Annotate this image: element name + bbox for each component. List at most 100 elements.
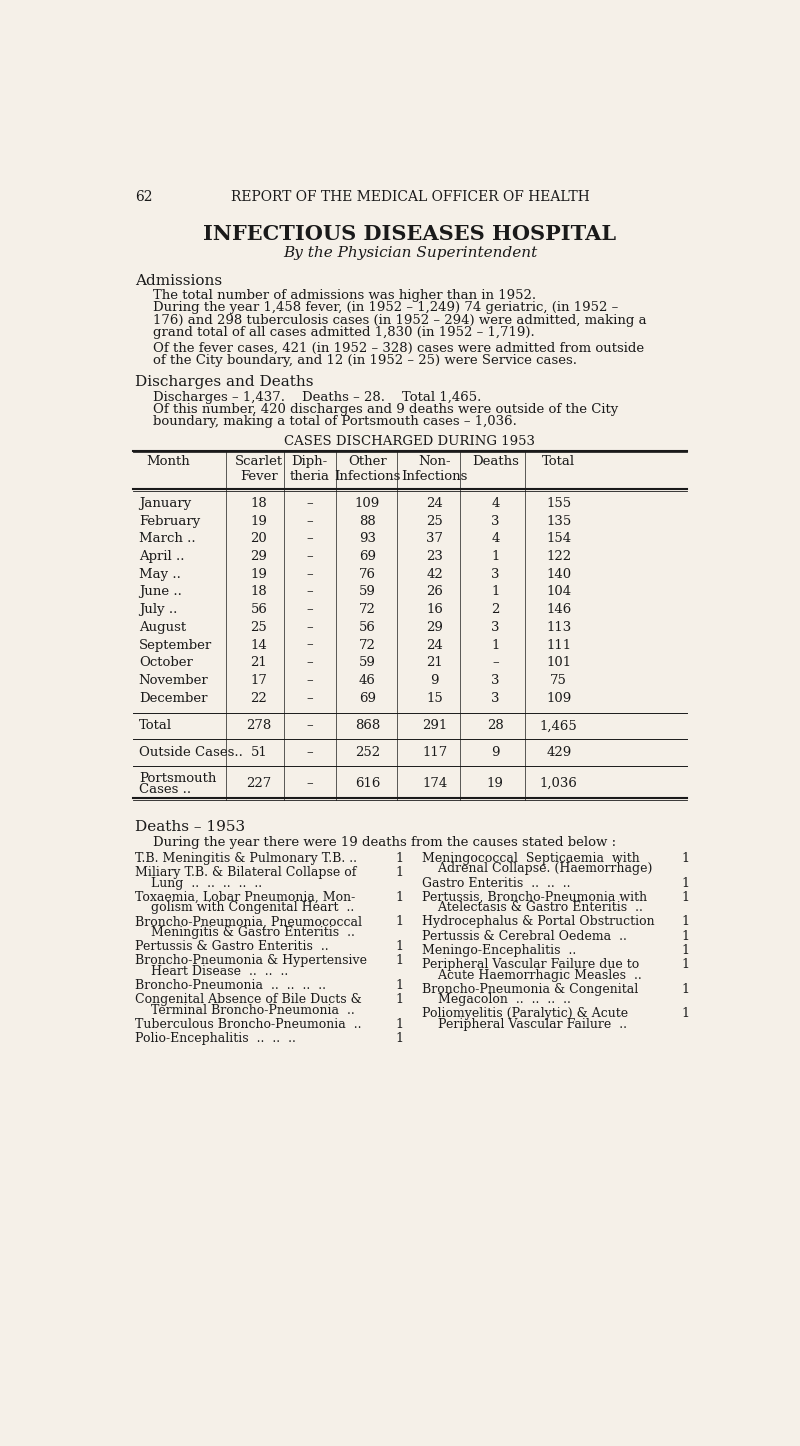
- Text: 21: 21: [250, 656, 267, 669]
- Text: By the Physician Superintendent: By the Physician Superintendent: [283, 246, 537, 260]
- Text: 113: 113: [546, 620, 571, 633]
- Text: Megacolon  ..  ..  ..  ..: Megacolon .. .. .. ..: [422, 993, 570, 1006]
- Text: –: –: [306, 568, 313, 581]
- Text: 3: 3: [491, 620, 499, 633]
- Text: 4: 4: [491, 497, 499, 510]
- Text: 3: 3: [491, 674, 499, 687]
- Text: 1: 1: [681, 930, 689, 943]
- Text: golism with Congenital Heart  ..: golism with Congenital Heart ..: [135, 901, 354, 914]
- Text: 1: 1: [681, 1008, 689, 1021]
- Text: Meningo-Encephalitis  ..: Meningo-Encephalitis ..: [422, 944, 576, 957]
- Text: August: August: [138, 620, 186, 633]
- Text: 1: 1: [681, 959, 689, 972]
- Text: –: –: [306, 497, 313, 510]
- Text: 616: 616: [354, 777, 380, 790]
- Text: Deaths – 1953: Deaths – 1953: [135, 820, 245, 833]
- Text: 1: 1: [681, 983, 689, 996]
- Text: 1: 1: [491, 549, 499, 562]
- Text: 24: 24: [426, 497, 443, 510]
- Text: Congenital Absence of Bile Ducts &: Congenital Absence of Bile Ducts &: [135, 993, 362, 1006]
- Text: May ..: May ..: [138, 568, 181, 581]
- Text: –: –: [306, 586, 313, 599]
- Text: Diph-
theria: Diph- theria: [290, 455, 330, 483]
- Text: Pertussis, Broncho-Pneumonia with: Pertussis, Broncho-Pneumonia with: [422, 891, 646, 904]
- Text: –: –: [306, 720, 313, 733]
- Text: 59: 59: [359, 586, 376, 599]
- Text: 252: 252: [355, 746, 380, 759]
- Text: 51: 51: [250, 746, 267, 759]
- Text: June ..: June ..: [138, 586, 182, 599]
- Text: Peripheral Vascular Failure  ..: Peripheral Vascular Failure ..: [422, 1018, 626, 1031]
- Text: –: –: [306, 777, 313, 790]
- Text: 868: 868: [354, 720, 380, 733]
- Text: Cases ..: Cases ..: [138, 782, 191, 795]
- Text: 46: 46: [359, 674, 376, 687]
- Text: February: February: [138, 515, 200, 528]
- Text: 1: 1: [396, 993, 404, 1006]
- Text: 1: 1: [396, 954, 404, 967]
- Text: Scarlet
Fever: Scarlet Fever: [235, 455, 283, 483]
- Text: –: –: [492, 656, 498, 669]
- Text: T.B. Meningitis & Pulmonary T.B. ..: T.B. Meningitis & Pulmonary T.B. ..: [135, 852, 357, 865]
- Text: 140: 140: [546, 568, 571, 581]
- Text: 1: 1: [396, 866, 404, 879]
- Text: 19: 19: [250, 515, 267, 528]
- Text: October: October: [138, 656, 193, 669]
- Text: 1,036: 1,036: [540, 777, 578, 790]
- Text: 29: 29: [250, 549, 267, 562]
- Text: 278: 278: [246, 720, 271, 733]
- Text: 1: 1: [396, 979, 404, 992]
- Text: Peripheral Vascular Failure due to: Peripheral Vascular Failure due to: [422, 959, 639, 972]
- Text: –: –: [306, 603, 313, 616]
- Text: 1: 1: [396, 852, 404, 865]
- Text: Polio-Encephalitis  ..  ..  ..: Polio-Encephalitis .. .. ..: [135, 1032, 296, 1045]
- Text: 111: 111: [546, 639, 571, 652]
- Text: 1: 1: [396, 940, 404, 953]
- Text: –: –: [306, 691, 313, 704]
- Text: During the year 1,458 fever, (in 1952 – 1,249) 74 geriatric, (in 1952 –: During the year 1,458 fever, (in 1952 – …: [153, 301, 618, 314]
- Text: –: –: [306, 674, 313, 687]
- Text: Meningitis & Gastro Enteritis  ..: Meningitis & Gastro Enteritis ..: [135, 925, 354, 938]
- Text: September: September: [138, 639, 212, 652]
- Text: 104: 104: [546, 586, 571, 599]
- Text: CASES DISCHARGED DURING 1953: CASES DISCHARGED DURING 1953: [285, 435, 535, 448]
- Text: 19: 19: [487, 777, 504, 790]
- Text: 42: 42: [426, 568, 443, 581]
- Text: Broncho-Pneumonia, Pneumococcal: Broncho-Pneumonia, Pneumococcal: [135, 915, 362, 928]
- Text: –: –: [306, 532, 313, 545]
- Text: 62: 62: [135, 191, 152, 204]
- Text: 22: 22: [250, 691, 267, 704]
- Text: 1: 1: [396, 891, 404, 904]
- Text: Heart Disease  ..  ..  ..: Heart Disease .. .. ..: [135, 964, 288, 977]
- Text: December: December: [138, 691, 207, 704]
- Text: 4: 4: [491, 532, 499, 545]
- Text: 227: 227: [246, 777, 271, 790]
- Text: During the year there were 19 deaths from the causes stated below :: During the year there were 19 deaths fro…: [153, 836, 616, 849]
- Text: 18: 18: [250, 497, 267, 510]
- Text: 9: 9: [491, 746, 499, 759]
- Text: 1: 1: [681, 944, 689, 957]
- Text: 1: 1: [396, 915, 404, 928]
- Text: Meningococcal  Septicaemia  with: Meningococcal Septicaemia with: [422, 852, 639, 865]
- Text: –: –: [306, 549, 313, 562]
- Text: Total: Total: [138, 720, 172, 733]
- Text: 17: 17: [250, 674, 267, 687]
- Text: The total number of admissions was higher than in 1952.: The total number of admissions was highe…: [153, 289, 536, 302]
- Text: Poliomyelitis (Paralytic) & Acute: Poliomyelitis (Paralytic) & Acute: [422, 1008, 628, 1021]
- Text: Broncho-Pneumonia & Congenital: Broncho-Pneumonia & Congenital: [422, 983, 638, 996]
- Text: Portsmouth: Portsmouth: [138, 772, 216, 785]
- Text: Of this number, 420 discharges and 9 deaths were outside of the City: Of this number, 420 discharges and 9 dea…: [153, 403, 618, 416]
- Text: Hydrocephalus & Portal Obstruction: Hydrocephalus & Portal Obstruction: [422, 915, 654, 928]
- Text: –: –: [306, 746, 313, 759]
- Text: 1: 1: [681, 891, 689, 904]
- Text: 1: 1: [396, 1018, 404, 1031]
- Text: 122: 122: [546, 549, 571, 562]
- Text: 1,465: 1,465: [540, 720, 578, 733]
- Text: Acute Haemorrhagic Measles  ..: Acute Haemorrhagic Measles ..: [422, 969, 642, 982]
- Text: Atelectasis & Gastro Enteritis  ..: Atelectasis & Gastro Enteritis ..: [422, 901, 642, 914]
- Text: –: –: [306, 656, 313, 669]
- Text: 28: 28: [487, 720, 504, 733]
- Text: 18: 18: [250, 586, 267, 599]
- Text: 1: 1: [681, 915, 689, 928]
- Text: 1: 1: [491, 639, 499, 652]
